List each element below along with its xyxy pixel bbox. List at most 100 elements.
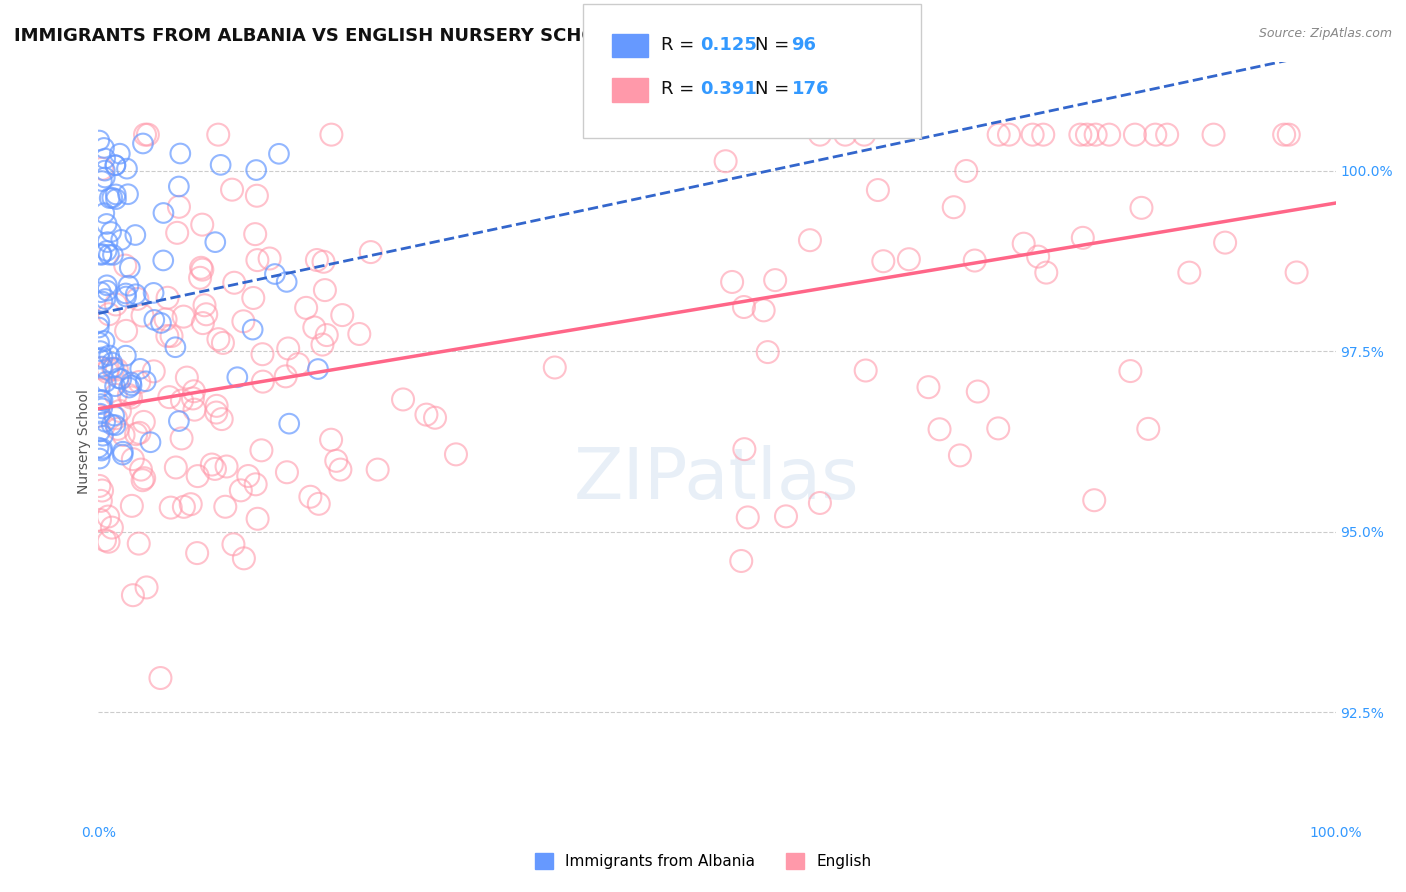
Point xyxy=(855,363,877,377)
Point xyxy=(191,316,214,330)
Point xyxy=(264,267,287,281)
Point xyxy=(187,469,209,483)
Point xyxy=(142,364,165,378)
Point xyxy=(207,128,229,142)
Text: 176: 176 xyxy=(792,80,830,98)
Point xyxy=(117,187,139,202)
Point xyxy=(155,312,177,326)
Point xyxy=(156,329,179,343)
Point xyxy=(89,351,111,366)
Point xyxy=(714,154,737,169)
Point xyxy=(107,422,129,436)
Point xyxy=(392,392,415,407)
Point xyxy=(97,247,120,261)
Point xyxy=(115,324,138,338)
Point xyxy=(87,409,110,423)
Point xyxy=(160,329,183,343)
Point xyxy=(122,588,145,602)
Point xyxy=(308,497,330,511)
Point xyxy=(917,380,939,394)
Point xyxy=(1035,266,1057,280)
Point xyxy=(89,380,111,394)
Point xyxy=(186,546,208,560)
Point xyxy=(214,500,236,514)
Point xyxy=(110,233,132,247)
Point xyxy=(111,448,134,462)
Point xyxy=(733,300,755,314)
Point xyxy=(96,365,118,379)
Point xyxy=(117,278,139,293)
Point xyxy=(1098,128,1121,142)
Point xyxy=(267,146,290,161)
Point xyxy=(134,471,156,485)
Point xyxy=(299,490,322,504)
Point xyxy=(101,356,124,370)
Point xyxy=(93,334,115,348)
Point xyxy=(173,310,195,324)
Point xyxy=(129,462,152,476)
Point xyxy=(115,161,138,176)
Point xyxy=(176,370,198,384)
Point xyxy=(752,303,775,318)
Point xyxy=(157,390,180,404)
Point xyxy=(1156,128,1178,142)
Point xyxy=(103,409,125,423)
Y-axis label: Nursery School: Nursery School xyxy=(77,389,91,494)
Point xyxy=(276,465,298,479)
Point xyxy=(152,253,174,268)
Point xyxy=(737,510,759,524)
Point xyxy=(307,362,329,376)
Point xyxy=(211,412,233,426)
Point xyxy=(1178,266,1201,280)
Point xyxy=(242,322,264,336)
Point xyxy=(276,275,298,289)
Point xyxy=(222,537,245,551)
Point xyxy=(1285,265,1308,279)
Point xyxy=(124,227,146,242)
Point xyxy=(114,259,136,273)
Point xyxy=(104,411,127,425)
Point xyxy=(121,452,143,467)
Point xyxy=(252,375,274,389)
Point xyxy=(1084,128,1107,142)
Point xyxy=(111,444,134,458)
Point xyxy=(121,499,143,513)
Point xyxy=(105,362,128,376)
Point xyxy=(444,447,467,461)
Point xyxy=(232,551,254,566)
Point xyxy=(90,247,112,261)
Point xyxy=(193,298,215,312)
Point xyxy=(1012,236,1035,251)
Text: R =: R = xyxy=(661,36,700,54)
Point xyxy=(1076,128,1098,142)
Point xyxy=(188,270,211,285)
Text: ZIPatlas: ZIPatlas xyxy=(574,445,860,514)
Point xyxy=(226,370,249,384)
Point xyxy=(304,320,326,334)
Point xyxy=(87,320,110,334)
Point xyxy=(242,291,264,305)
Point xyxy=(808,128,831,142)
Point xyxy=(1119,364,1142,378)
Point xyxy=(245,227,267,241)
Point xyxy=(139,435,162,450)
Point xyxy=(101,417,124,432)
Point xyxy=(89,134,111,148)
Text: N =: N = xyxy=(755,80,794,98)
Point xyxy=(834,128,856,142)
Point xyxy=(96,278,118,293)
Point xyxy=(1213,235,1236,250)
Point xyxy=(89,425,111,439)
Point xyxy=(955,164,977,178)
Point xyxy=(87,335,110,350)
Point xyxy=(173,500,195,514)
Point xyxy=(423,410,446,425)
Point xyxy=(120,391,142,405)
Point xyxy=(110,372,132,386)
Point xyxy=(169,146,191,161)
Point xyxy=(246,512,269,526)
Point xyxy=(180,497,202,511)
Point xyxy=(98,307,121,321)
Point xyxy=(91,483,114,498)
Point xyxy=(90,393,112,408)
